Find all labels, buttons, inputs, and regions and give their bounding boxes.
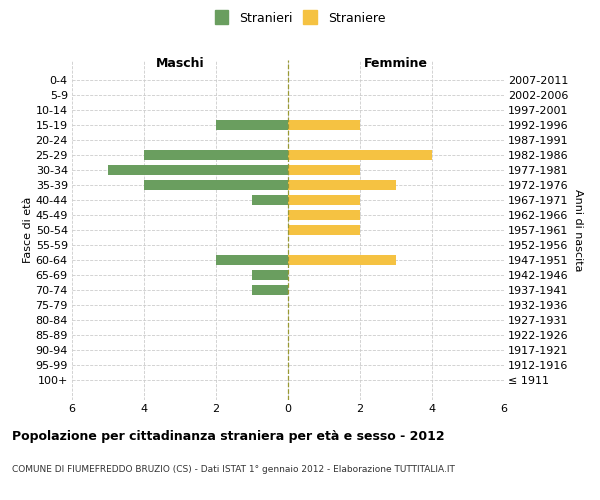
Bar — [252, 285, 288, 294]
Text: Femmine: Femmine — [364, 57, 428, 70]
Bar — [288, 180, 396, 190]
Legend: Stranieri, Straniere: Stranieri, Straniere — [211, 8, 389, 29]
Bar — [252, 195, 288, 205]
Bar — [288, 120, 360, 130]
Text: Popolazione per cittadinanza straniera per età e sesso - 2012: Popolazione per cittadinanza straniera p… — [12, 430, 445, 443]
Bar — [288, 150, 432, 160]
Bar — [216, 255, 288, 265]
Bar — [288, 166, 360, 175]
Bar — [288, 225, 360, 235]
Bar — [288, 210, 360, 220]
Bar — [252, 270, 288, 280]
Bar — [144, 150, 288, 160]
Bar — [216, 120, 288, 130]
Bar — [144, 180, 288, 190]
Bar — [288, 255, 396, 265]
Bar — [108, 166, 288, 175]
Y-axis label: Anni di nascita: Anni di nascita — [572, 188, 583, 271]
Bar — [288, 195, 360, 205]
Text: COMUNE DI FIUMEFREDDO BRUZIO (CS) - Dati ISTAT 1° gennaio 2012 - Elaborazione TU: COMUNE DI FIUMEFREDDO BRUZIO (CS) - Dati… — [12, 465, 455, 474]
Text: Maschi: Maschi — [155, 57, 205, 70]
Y-axis label: Fasce di età: Fasce di età — [23, 197, 32, 263]
